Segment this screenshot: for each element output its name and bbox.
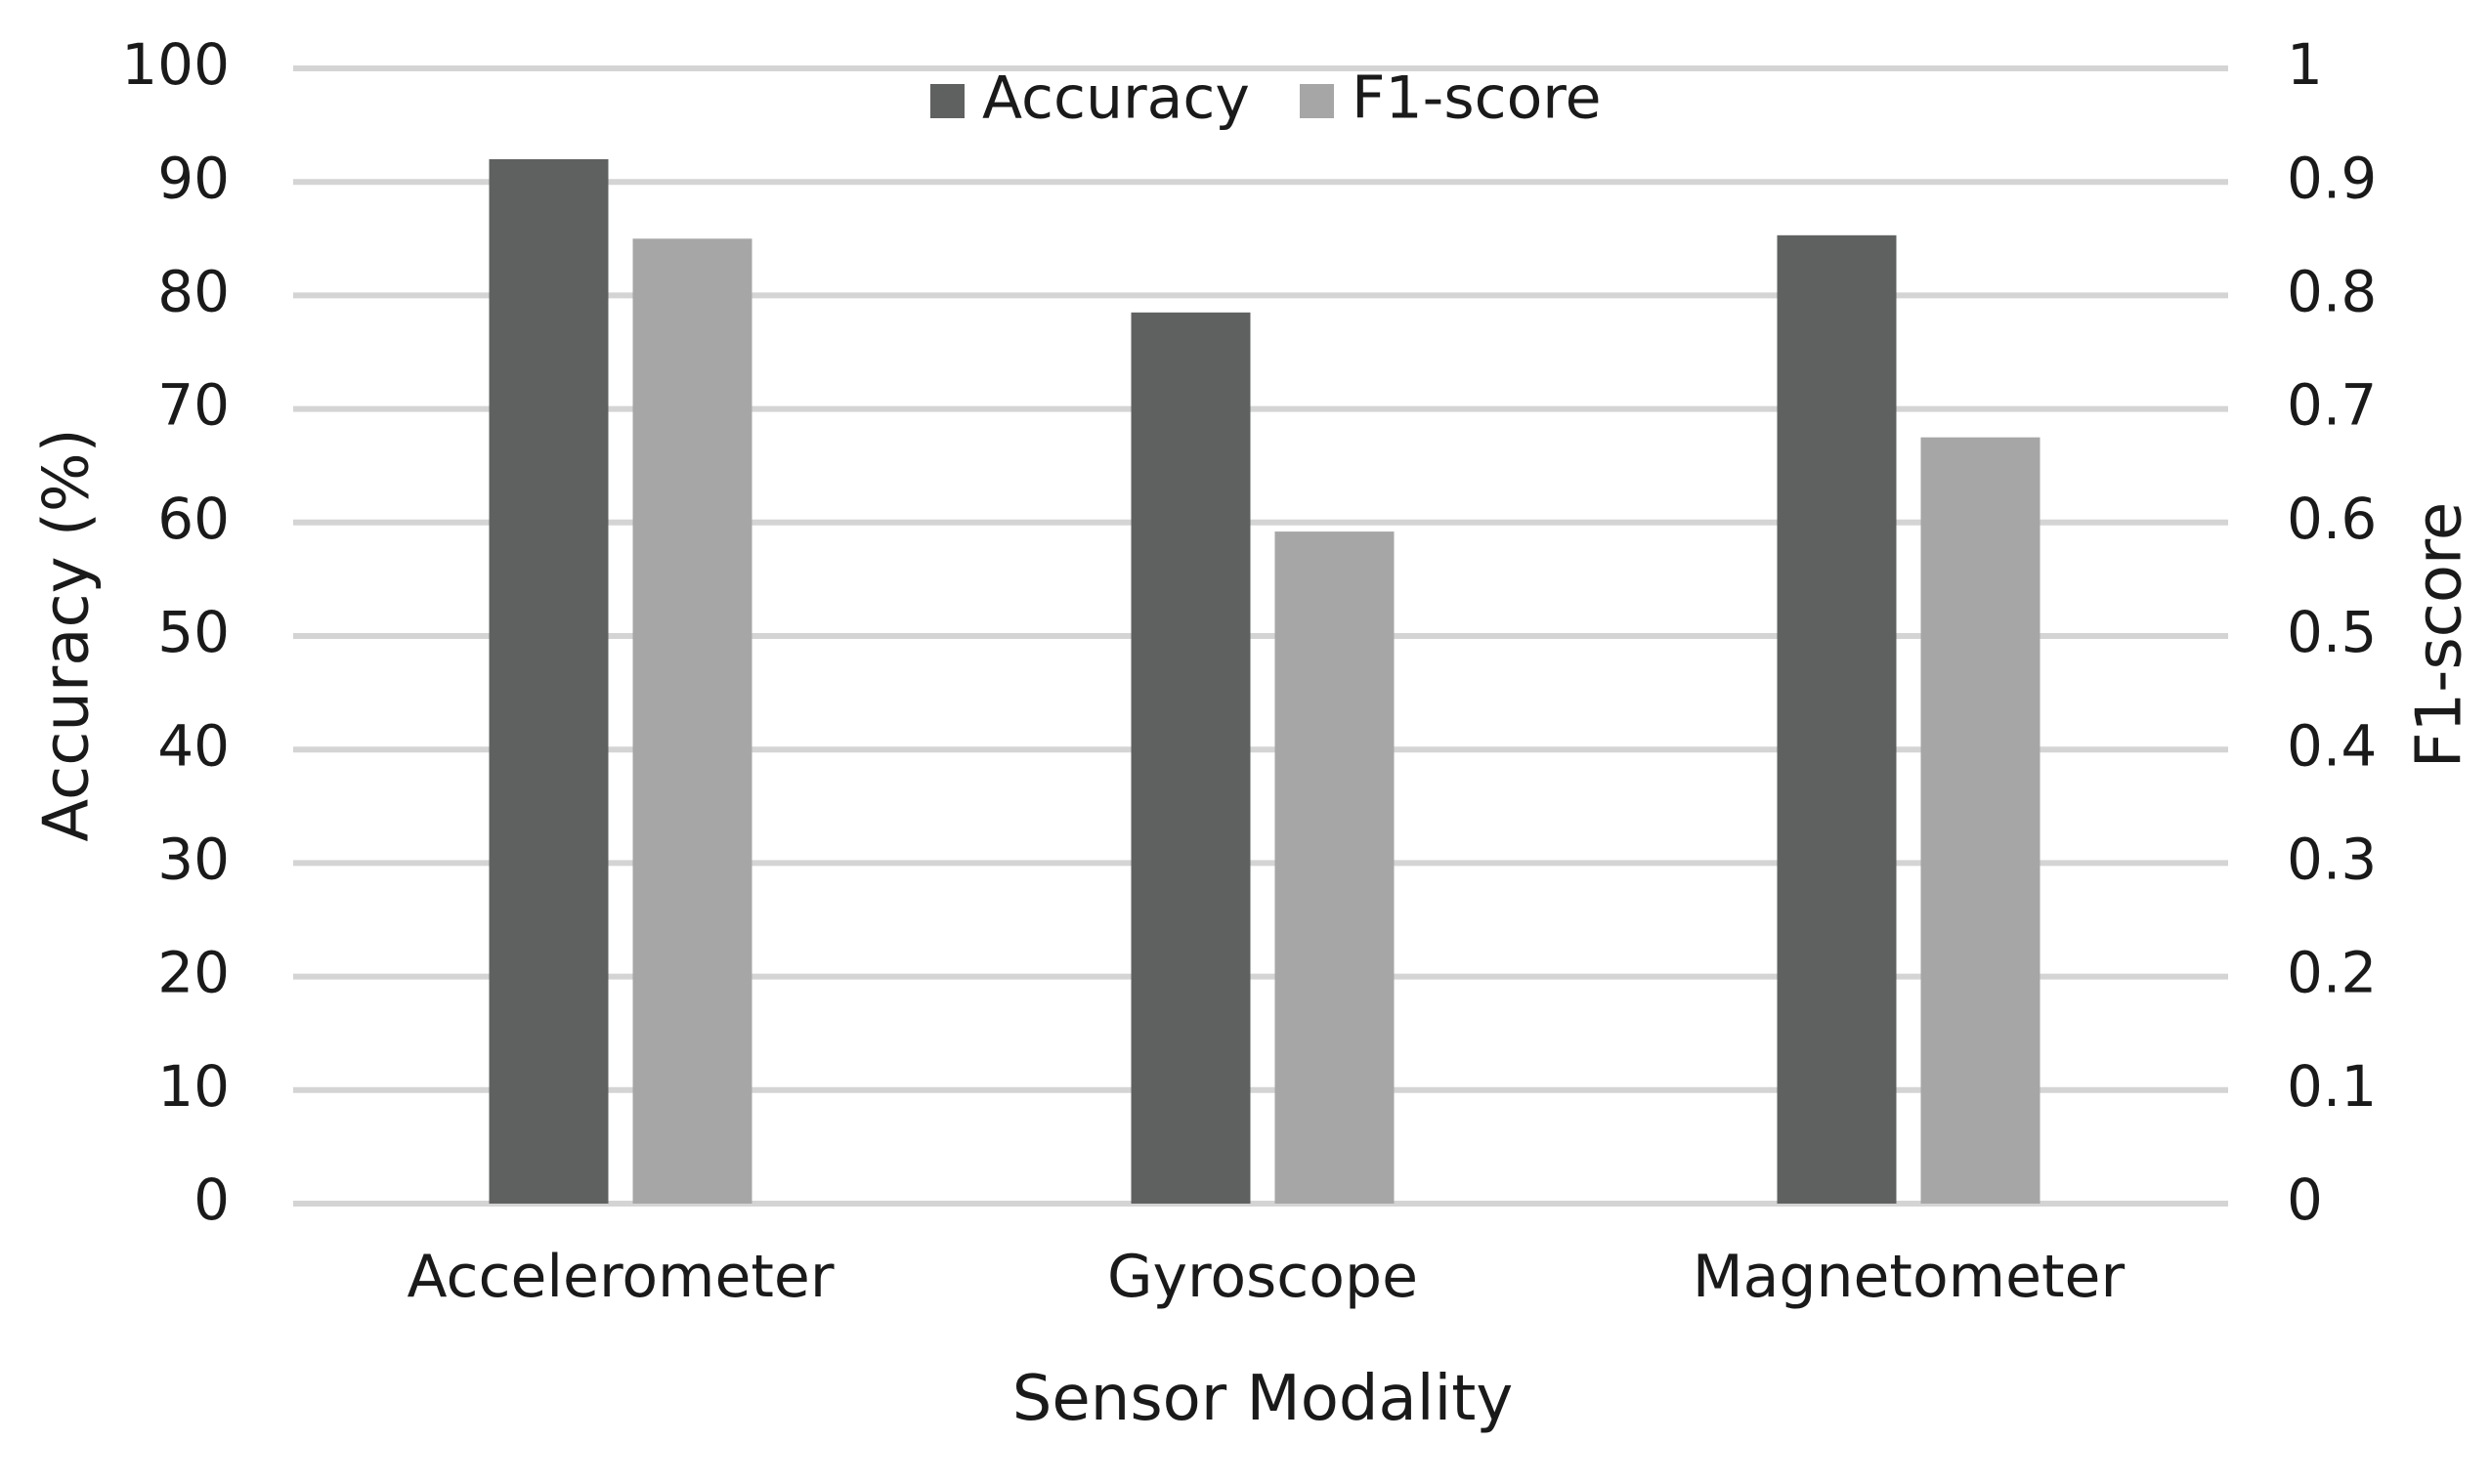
x-tick-label: Accelerometer: [408, 1243, 835, 1311]
y-tick-label: 40: [157, 712, 230, 779]
legend: Accuracy F1-score: [930, 64, 1602, 133]
category-labels: Accelerometer Gyroscope Magnetometer: [408, 1243, 2126, 1311]
y-tick-label: 80: [157, 259, 230, 325]
bar-f1-score-gyroscope: [1274, 531, 1395, 1204]
y-tick-label: 50: [157, 599, 230, 665]
y-tick-label: 30: [157, 827, 230, 893]
left-axis-ticks: 0 10 20 30 40 50 60 70 80 90 100: [121, 31, 230, 1233]
x-axis-title: Sensor Modality: [1012, 1363, 1513, 1435]
legend-swatch-f1-score: [1300, 84, 1334, 118]
bar-accuracy-gyroscope: [1131, 312, 1251, 1205]
y2-tick-label: 0: [2287, 1166, 2323, 1233]
gridlines: [293, 65, 2228, 1207]
y2-tick-label: 0.9: [2287, 145, 2377, 211]
legend-swatch-accuracy: [930, 84, 965, 118]
bar-f1-score-accelerometer: [632, 238, 752, 1205]
y-tick-label: 90: [157, 145, 230, 211]
y-tick-label: 20: [157, 940, 230, 1006]
y-axis-title: Accuracy (%): [31, 428, 104, 841]
x-tick-label: Gyroscope: [1107, 1243, 1418, 1311]
y2-tick-label: 0.7: [2287, 372, 2377, 439]
y2-tick-label: 0.1: [2287, 1053, 2377, 1120]
y2-tick-label: 0.8: [2287, 259, 2377, 325]
y2-tick-label: 1: [2287, 31, 2323, 98]
bar-accuracy-accelerometer: [489, 158, 609, 1205]
y-tick-label: 0: [193, 1166, 230, 1233]
y2-tick-label: 0.6: [2287, 486, 2377, 552]
y-tick-label: 10: [157, 1053, 230, 1120]
y-tick-label: 70: [157, 372, 230, 439]
bar-accuracy-magnetometer: [1777, 234, 1897, 1205]
y2-axis-title: F1-score: [2404, 502, 2476, 769]
y2-tick-label: 0.5: [2287, 599, 2377, 665]
legend-label-accuracy: Accuracy: [982, 64, 1250, 133]
legend-label-f1-score: F1-score: [1352, 64, 1602, 133]
y2-tick-label: 0.4: [2287, 712, 2377, 779]
y-tick-label: 100: [121, 31, 230, 98]
y-tick-label: 60: [157, 486, 230, 552]
bar-f1-score-magnetometer: [1920, 437, 2040, 1204]
x-tick-label: Magnetometer: [1693, 1243, 2126, 1311]
right-axis-ticks: 0 0.1 0.2 0.3 0.4 0.5 0.6 0.7 0.8 0.9 1: [2287, 31, 2377, 1233]
y2-tick-label: 0.2: [2287, 940, 2377, 1006]
bars: [489, 158, 2040, 1205]
y2-tick-label: 0.3: [2287, 827, 2377, 893]
